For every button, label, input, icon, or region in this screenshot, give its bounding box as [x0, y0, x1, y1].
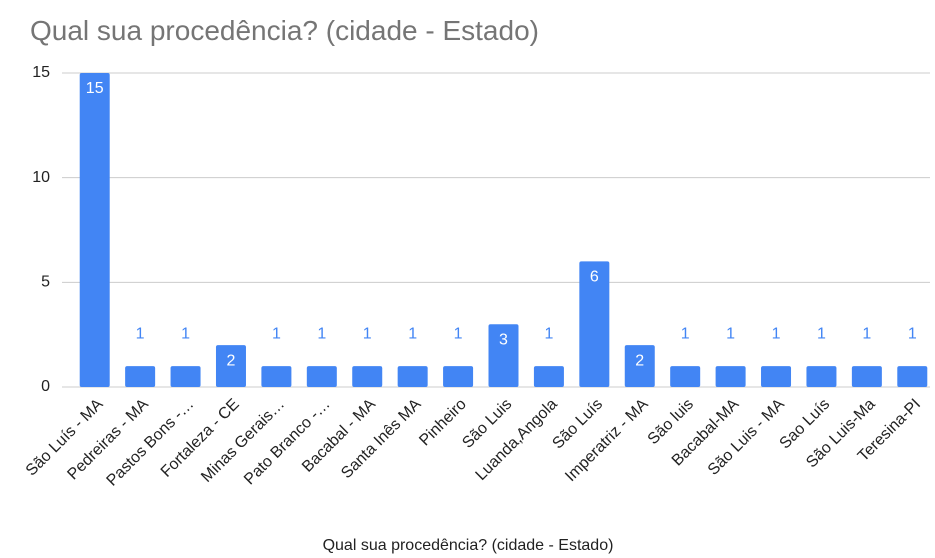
- bar: [170, 366, 201, 387]
- data-label: 1: [317, 325, 326, 342]
- bar: [261, 366, 292, 387]
- x-axis-label: Qual sua procedência? (cidade - Estado): [323, 537, 614, 554]
- y-tick-label: 5: [41, 274, 50, 291]
- data-label: 1: [454, 325, 463, 342]
- x-tick-label: Fortaleza - CE: [158, 396, 243, 481]
- data-label: 1: [544, 325, 553, 342]
- bar: [215, 345, 246, 387]
- data-label: 1: [136, 325, 145, 342]
- bar: [533, 366, 564, 387]
- bar: [761, 366, 792, 387]
- data-label: 1: [408, 325, 417, 342]
- data-label: 6: [590, 269, 599, 286]
- data-label: 2: [227, 352, 236, 369]
- data-label: 1: [363, 325, 372, 342]
- data-label: 15: [86, 80, 104, 97]
- data-label: 1: [908, 325, 917, 342]
- bar: [579, 261, 610, 387]
- bar: [806, 366, 837, 387]
- data-label: 1: [862, 325, 871, 342]
- data-label: 1: [817, 325, 826, 342]
- bar: [624, 345, 655, 387]
- x-tick-label: Imperatriz - MA: [562, 396, 652, 486]
- data-label: 3: [499, 331, 508, 348]
- bar: [670, 366, 701, 387]
- bar: [443, 366, 474, 387]
- bar: [306, 366, 337, 387]
- bar: [125, 366, 156, 387]
- data-label: 1: [772, 325, 781, 342]
- data-label: 1: [181, 325, 190, 342]
- data-label: 2: [635, 352, 644, 369]
- bar: [397, 366, 428, 387]
- x-tick-label: Luanda,Angola: [473, 396, 561, 484]
- bar: [897, 366, 928, 387]
- bar: [352, 366, 383, 387]
- bar: [715, 366, 746, 387]
- bar: [79, 73, 110, 387]
- y-tick-label: 10: [32, 169, 50, 186]
- data-label: 1: [726, 325, 735, 342]
- y-tick-label: 15: [32, 64, 50, 81]
- bar: [488, 324, 519, 387]
- x-tick-label: São Luís - MA: [23, 396, 107, 480]
- y-tick-label: 0: [41, 378, 50, 395]
- data-label: 1: [272, 325, 281, 342]
- chart-title: Qual sua procedência? (cidade - Estado): [30, 15, 539, 46]
- x-tick-label: Minas Gerais…: [198, 396, 288, 486]
- x-tick-label: Pedreiras - MA: [64, 396, 152, 484]
- data-label: 1: [681, 325, 690, 342]
- x-tick-label: Santa Inês MA: [338, 396, 424, 482]
- bar: [851, 366, 882, 387]
